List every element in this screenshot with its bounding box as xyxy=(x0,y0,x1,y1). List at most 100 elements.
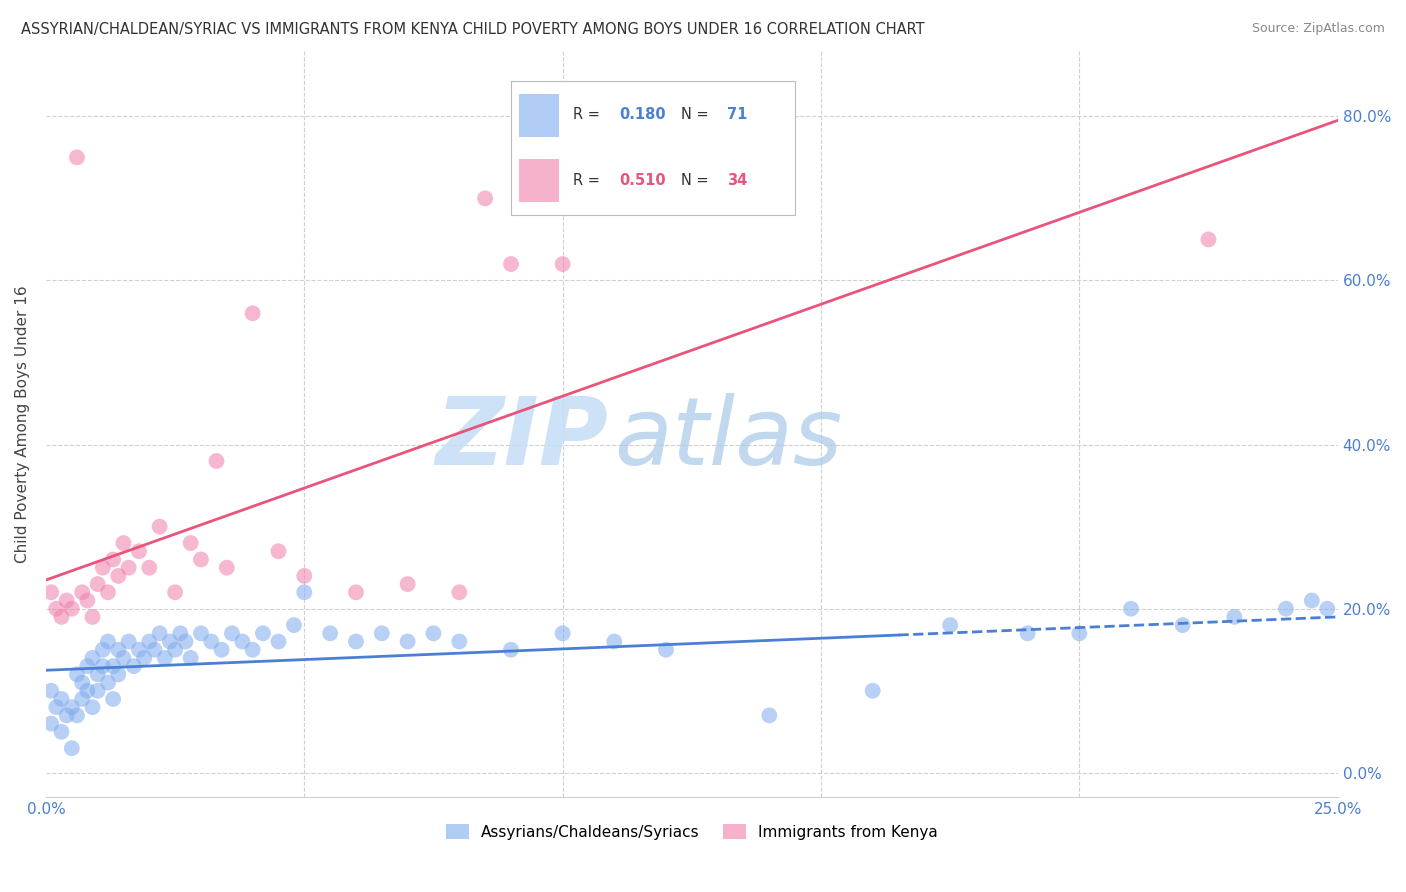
Point xyxy=(267,544,290,558)
Y-axis label: Child Poverty Among Boys Under 16: Child Poverty Among Boys Under 16 xyxy=(15,285,30,563)
Point xyxy=(862,683,884,698)
Point xyxy=(603,634,626,648)
Point xyxy=(655,642,678,657)
Point xyxy=(66,150,89,164)
Point xyxy=(1316,601,1339,615)
Point xyxy=(128,544,150,558)
Point xyxy=(82,700,104,714)
Point xyxy=(242,642,264,657)
Point xyxy=(60,700,83,714)
Point xyxy=(231,634,253,648)
Legend: Assyrians/Chaldeans/Syriacs, Immigrants from Kenya: Assyrians/Chaldeans/Syriacs, Immigrants … xyxy=(440,818,943,846)
Point xyxy=(138,560,160,574)
Point xyxy=(39,585,62,599)
Point xyxy=(174,634,197,648)
Point xyxy=(499,642,522,657)
Point xyxy=(396,577,419,591)
Point xyxy=(292,585,315,599)
Point xyxy=(55,593,77,607)
Point xyxy=(97,585,120,599)
Point xyxy=(159,634,181,648)
Point xyxy=(82,651,104,665)
Point xyxy=(112,536,135,550)
Point xyxy=(51,692,73,706)
Point xyxy=(221,626,243,640)
Point xyxy=(60,741,83,756)
Point xyxy=(211,642,233,657)
Point xyxy=(66,708,89,723)
Point xyxy=(190,552,212,566)
Point xyxy=(1017,626,1039,640)
Point xyxy=(117,634,139,648)
Point xyxy=(70,585,93,599)
Point xyxy=(149,519,172,533)
Point xyxy=(396,634,419,648)
Point xyxy=(292,569,315,583)
Point xyxy=(51,724,73,739)
Text: ZIP: ZIP xyxy=(434,393,607,485)
Point xyxy=(267,634,290,648)
Point xyxy=(149,626,172,640)
Point xyxy=(474,191,496,205)
Point xyxy=(112,651,135,665)
Point xyxy=(190,626,212,640)
Point xyxy=(86,577,108,591)
Point xyxy=(180,651,202,665)
Point xyxy=(551,626,574,640)
Point xyxy=(101,692,124,706)
Point xyxy=(344,634,367,648)
Point xyxy=(122,659,145,673)
Point xyxy=(422,626,444,640)
Point xyxy=(70,675,93,690)
Point xyxy=(1301,593,1323,607)
Point xyxy=(39,683,62,698)
Point xyxy=(449,634,471,648)
Point xyxy=(86,667,108,681)
Point xyxy=(551,257,574,271)
Point xyxy=(1171,618,1194,632)
Point xyxy=(153,651,176,665)
Point xyxy=(758,708,780,723)
Point xyxy=(97,634,120,648)
Text: atlas: atlas xyxy=(614,393,842,484)
Point xyxy=(344,585,367,599)
Point xyxy=(60,601,83,615)
Point xyxy=(128,642,150,657)
Point xyxy=(107,667,129,681)
Point xyxy=(91,659,114,673)
Point xyxy=(66,667,89,681)
Point xyxy=(283,618,305,632)
Point xyxy=(200,634,222,648)
Point xyxy=(1223,610,1246,624)
Point xyxy=(91,642,114,657)
Point xyxy=(76,659,98,673)
Text: Source: ZipAtlas.com: Source: ZipAtlas.com xyxy=(1251,22,1385,36)
Point xyxy=(205,454,228,468)
Point xyxy=(252,626,274,640)
Point xyxy=(1119,601,1142,615)
Point xyxy=(76,683,98,698)
Point xyxy=(76,593,98,607)
Point xyxy=(51,610,73,624)
Point xyxy=(1198,232,1220,246)
Point xyxy=(91,560,114,574)
Point xyxy=(107,642,129,657)
Point xyxy=(86,683,108,698)
Point xyxy=(55,708,77,723)
Point xyxy=(1069,626,1091,640)
Point xyxy=(70,692,93,706)
Point xyxy=(101,659,124,673)
Point xyxy=(45,601,67,615)
Point xyxy=(1275,601,1298,615)
Point xyxy=(134,651,156,665)
Point xyxy=(242,306,264,320)
Point xyxy=(107,569,129,583)
Point xyxy=(97,675,120,690)
Text: ASSYRIAN/CHALDEAN/SYRIAC VS IMMIGRANTS FROM KENYA CHILD POVERTY AMONG BOYS UNDER: ASSYRIAN/CHALDEAN/SYRIAC VS IMMIGRANTS F… xyxy=(21,22,925,37)
Point xyxy=(215,560,238,574)
Point xyxy=(449,585,471,599)
Point xyxy=(939,618,962,632)
Point xyxy=(45,700,67,714)
Point xyxy=(169,626,191,640)
Point xyxy=(180,536,202,550)
